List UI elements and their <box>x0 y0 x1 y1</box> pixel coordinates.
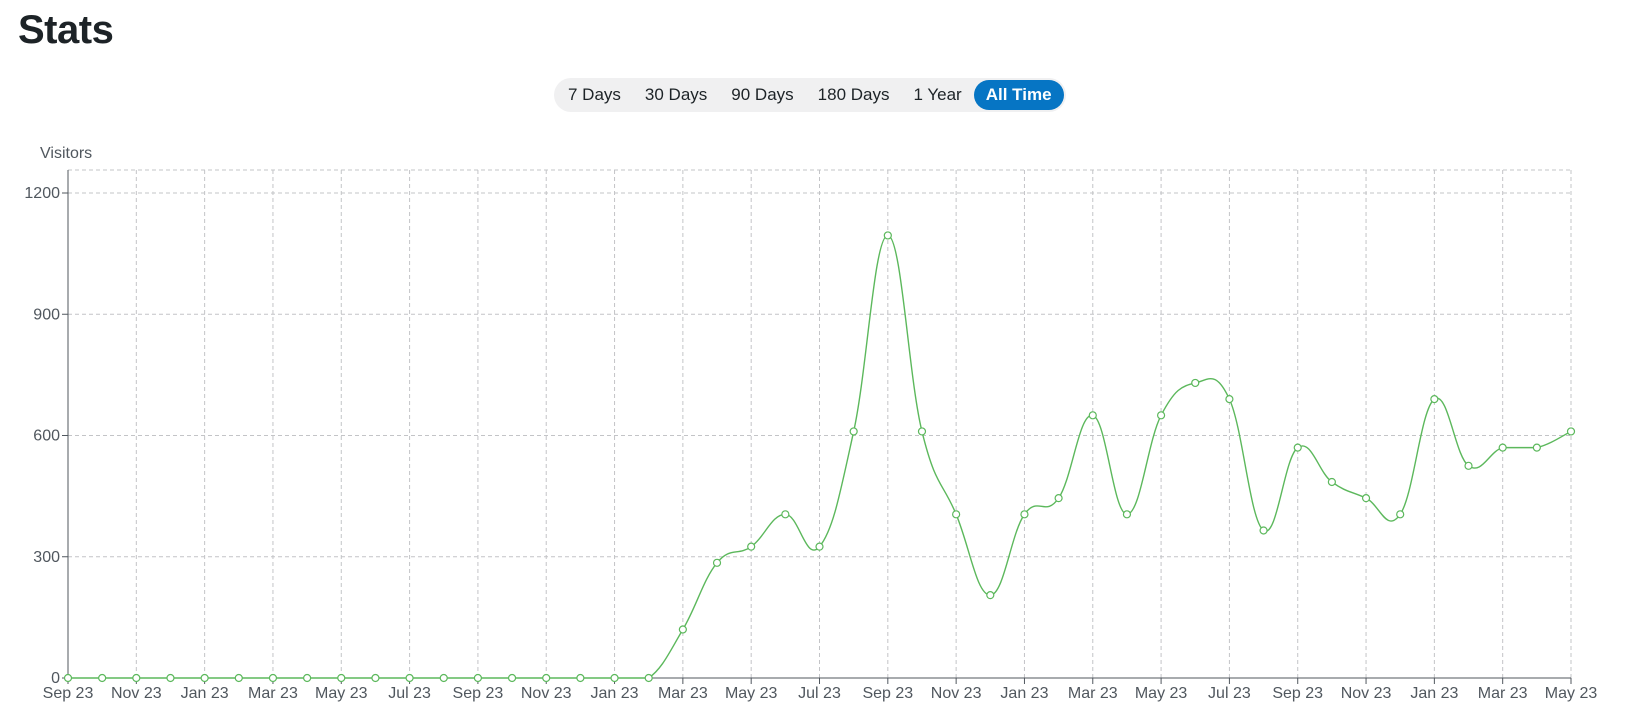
data-point[interactable] <box>507 673 517 683</box>
x-tick-label: Sep 23 <box>453 685 504 702</box>
x-tick-label: Nov 23 <box>1341 685 1392 702</box>
x-tick-label: Jul 23 <box>1208 685 1251 702</box>
x-tick-label: Jan 23 <box>1410 685 1458 702</box>
page-title: Stats <box>18 8 114 52</box>
data-point[interactable] <box>1156 411 1166 420</box>
data-point[interactable] <box>1361 494 1371 503</box>
date-range-selector: 7 Days 30 Days 90 Days 180 Days 1 Year A… <box>554 78 1066 112</box>
data-point[interactable] <box>268 673 278 683</box>
y-axis-label: Visitors <box>40 145 92 162</box>
data-point[interactable] <box>1122 510 1132 519</box>
data-point[interactable] <box>1396 510 1405 519</box>
data-point[interactable] <box>371 673 380 683</box>
x-tick-label: May 23 <box>1135 685 1188 702</box>
x-tick-label: Jan 23 <box>1000 685 1048 702</box>
data-point[interactable] <box>1532 443 1541 452</box>
data-point[interactable] <box>1498 443 1507 452</box>
data-point[interactable] <box>98 673 107 683</box>
data-point[interactable] <box>303 673 312 683</box>
y-tick-label: 300 <box>33 549 60 566</box>
y-tick-label: 0 <box>51 670 60 687</box>
visitors-line <box>68 234 1572 679</box>
x-tick-label: Jan 23 <box>591 685 639 702</box>
data-point[interactable] <box>1327 477 1336 487</box>
data-point[interactable] <box>1054 494 1063 503</box>
data-point[interactable] <box>234 673 243 683</box>
x-tick-label: Mar 23 <box>248 685 298 702</box>
data-point[interactable] <box>63 673 73 683</box>
data-point[interactable] <box>610 673 619 683</box>
x-tick-label: Mar 23 <box>1478 685 1528 702</box>
data-point[interactable] <box>747 542 756 551</box>
range-1-year-button[interactable]: 1 Year <box>902 80 974 110</box>
data-point[interactable] <box>815 542 824 551</box>
chart-svg: 0 300 600 900 1200 Sep 23 Nov 23 Jan 23 Mar 23 Ma… <box>24 145 1598 702</box>
y-tick-label: 1200 <box>24 185 60 202</box>
x-tick-label: Jul 23 <box>388 685 431 702</box>
x-tick-label: Sep 23 <box>1272 685 1323 702</box>
x-tick-label: Nov 23 <box>521 685 572 702</box>
data-point[interactable] <box>883 231 892 240</box>
x-tick-label: Nov 23 <box>111 685 162 702</box>
data-point[interactable] <box>1464 461 1473 470</box>
x-tick-label: Nov 23 <box>931 685 982 702</box>
data-point[interactable] <box>781 510 790 519</box>
y-tick-label: 900 <box>33 306 60 323</box>
data-point[interactable] <box>473 673 483 683</box>
data-point[interactable] <box>166 673 175 683</box>
data-point[interactable] <box>1430 395 1439 404</box>
data-point[interactable] <box>917 427 927 436</box>
data-point[interactable] <box>405 673 414 683</box>
data-point[interactable] <box>1293 443 1302 452</box>
x-tick-label: Mar 23 <box>658 685 708 702</box>
data-point[interactable] <box>952 510 961 519</box>
x-tick-label: May 23 <box>1545 685 1598 702</box>
data-point[interactable] <box>986 591 995 600</box>
data-point[interactable] <box>678 625 687 634</box>
x-tick-label: Jul 23 <box>798 685 841 702</box>
data-point[interactable] <box>1020 510 1029 519</box>
range-90-days-button[interactable]: 90 Days <box>719 80 805 110</box>
data-point[interactable] <box>644 673 653 683</box>
data-point[interactable] <box>1225 395 1234 404</box>
x-tick-label: Mar 23 <box>1068 685 1118 702</box>
data-point[interactable] <box>849 427 858 436</box>
data-point[interactable] <box>1088 411 1097 420</box>
x-tick-label: May 23 <box>725 685 778 702</box>
data-point[interactable] <box>439 673 448 683</box>
data-point[interactable] <box>712 558 722 567</box>
data-point[interactable] <box>1566 427 1576 436</box>
range-7-days-button[interactable]: 7 Days <box>556 80 633 110</box>
data-point[interactable] <box>132 673 141 683</box>
data-point[interactable] <box>200 673 209 683</box>
data-point[interactable] <box>542 673 551 683</box>
range-all-time-button[interactable]: All Time <box>973 80 1064 110</box>
y-tick-label: 600 <box>33 428 60 445</box>
x-tick-label: Jan 23 <box>181 685 229 702</box>
data-point[interactable] <box>576 673 585 683</box>
data-point[interactable] <box>1259 526 1268 535</box>
x-tick-label: Sep 23 <box>43 685 94 702</box>
chart-grid <box>68 169 1572 678</box>
range-30-days-button[interactable]: 30 Days <box>633 80 719 110</box>
data-point[interactable] <box>1191 378 1200 388</box>
x-tick-label: Sep 23 <box>862 685 913 702</box>
visitors-chart: 0 300 600 900 1200 Sep 23 Nov 23 Jan 23 Mar 23 Ma… <box>0 140 1625 716</box>
chart-series <box>63 231 1576 683</box>
range-180-days-button[interactable]: 180 Days <box>806 80 902 110</box>
x-tick-label: May 23 <box>315 685 368 702</box>
data-point[interactable] <box>337 673 346 683</box>
